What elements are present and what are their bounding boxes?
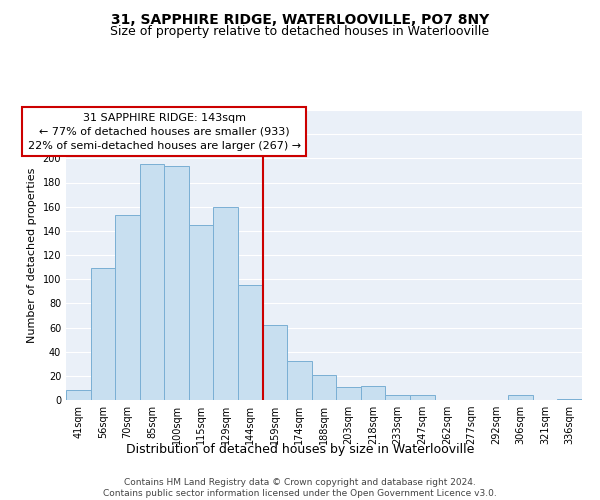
Text: 31, SAPPHIRE RIDGE, WATERLOOVILLE, PO7 8NY: 31, SAPPHIRE RIDGE, WATERLOOVILLE, PO7 8… (111, 12, 489, 26)
Text: Size of property relative to detached houses in Waterlooville: Size of property relative to detached ho… (110, 25, 490, 38)
Bar (66, 390, 91, 400)
Bar (385, 395, 410, 400)
Bar (336, 386, 361, 400)
Text: 31 SAPPHIRE RIDGE: 143sqm
← 77% of detached houses are smaller (933)
22% of semi: 31 SAPPHIRE RIDGE: 143sqm ← 77% of detac… (28, 113, 301, 151)
Y-axis label: Number of detached properties: Number of detached properties (27, 168, 37, 342)
Bar (361, 386, 385, 400)
Bar (214, 206, 238, 400)
Bar (263, 325, 287, 400)
Bar (238, 285, 263, 400)
Text: Contains HM Land Registry data © Crown copyright and database right 2024.
Contai: Contains HM Land Registry data © Crown c… (103, 478, 497, 498)
Text: Distribution of detached houses by size in Waterlooville: Distribution of detached houses by size … (126, 442, 474, 456)
Bar (287, 362, 312, 400)
Bar (91, 268, 115, 400)
Bar (189, 225, 214, 400)
Bar (140, 164, 164, 400)
Bar (410, 395, 434, 400)
Bar (115, 215, 140, 400)
Bar (557, 399, 582, 400)
Bar (312, 374, 336, 400)
Bar (164, 166, 189, 400)
Bar (508, 395, 533, 400)
